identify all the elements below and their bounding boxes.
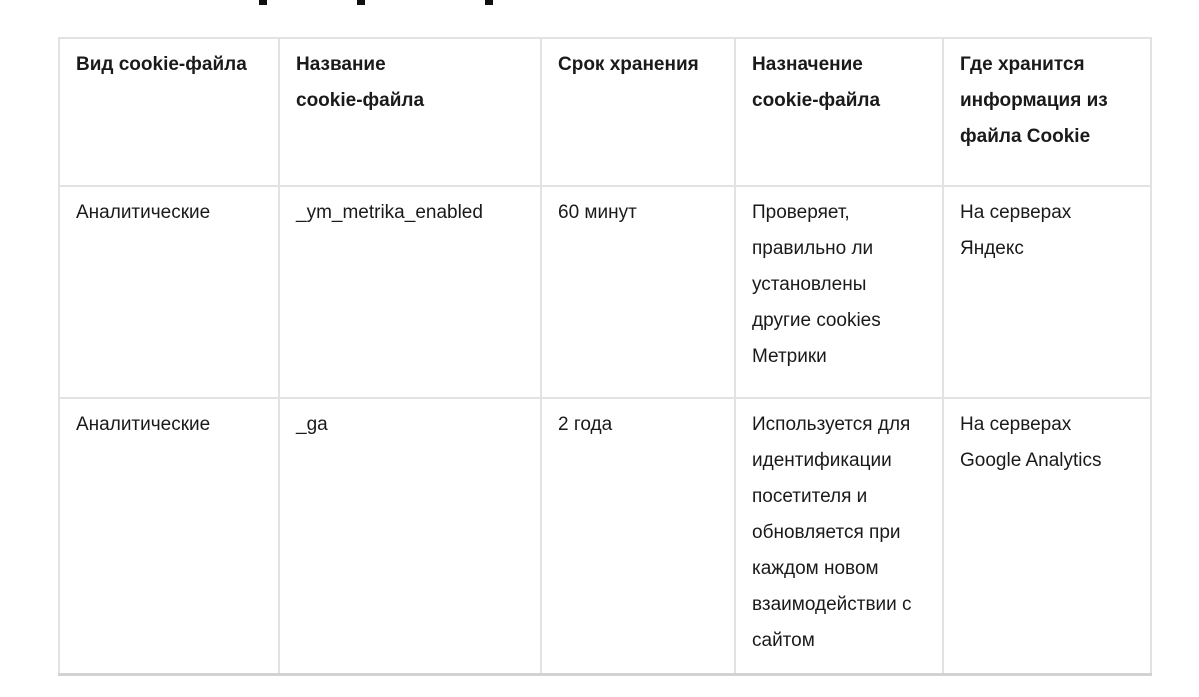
cell-cookie-type: Аналитические (58, 397, 280, 676)
table-header-row: Вид cookie-файла Название cookie-файла С… (58, 37, 1152, 187)
cell-cookie-name: _ga (278, 397, 542, 676)
text-descender-mark (485, 0, 493, 5)
cell-storage-location: На серверах Google Analytics (942, 397, 1152, 676)
column-header-storage-period: Срок хранения (540, 37, 736, 187)
cell-storage-period: 60 минут (540, 185, 736, 399)
table-row: Аналитические _ga 2 года Используется дл… (58, 397, 1152, 676)
table-row: Аналитические _ym_metrika_enabled 60 мин… (58, 185, 1152, 399)
column-header-cookie-purpose: Назначение cookie-файла (734, 37, 944, 187)
cell-cookie-type: Аналитические (58, 185, 280, 399)
text-descender-mark (357, 0, 365, 5)
cell-cookie-purpose: Используется для идентификации посетител… (734, 397, 944, 676)
cell-cookie-name: _ym_metrika_enabled (278, 185, 542, 399)
text-descender-mark (259, 0, 267, 5)
column-header-cookie-name: Название cookie-файла (278, 37, 542, 187)
cookie-policy-table: Вид cookie-файла Название cookie-файла С… (58, 37, 1152, 676)
cell-storage-period: 2 года (540, 397, 736, 676)
column-header-storage-location: Где хранится информация из файла Cookie (942, 37, 1152, 187)
cell-cookie-purpose: Проверяет, правильно ли установлены друг… (734, 185, 944, 399)
clipped-heading-remnant (0, 0, 1199, 6)
cell-storage-location: На серверах Яндекс (942, 185, 1152, 399)
column-header-cookie-type: Вид cookie-файла (58, 37, 280, 187)
